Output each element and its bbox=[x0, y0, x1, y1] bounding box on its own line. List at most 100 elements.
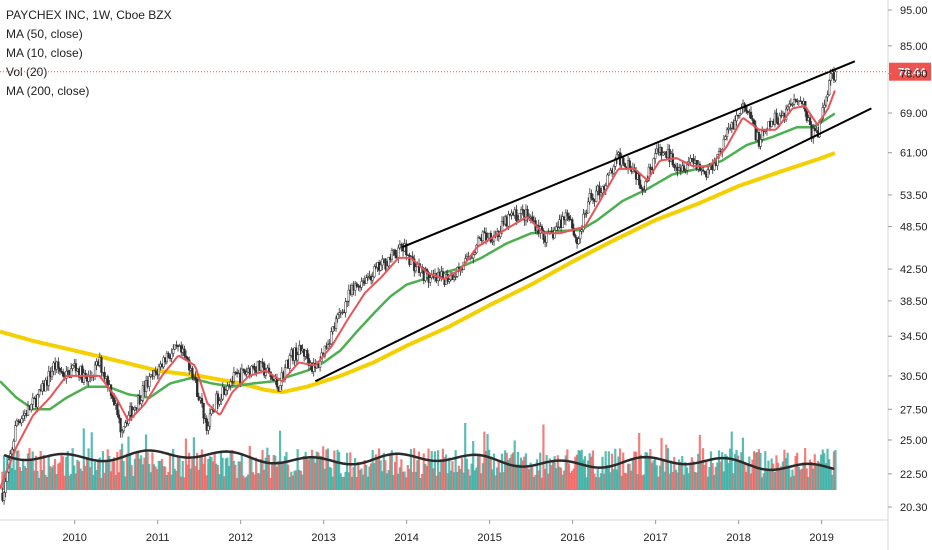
volume-bar bbox=[630, 470, 633, 490]
volume-bar bbox=[312, 455, 315, 490]
y-tick-label: 30.50 bbox=[900, 371, 928, 383]
candle-body bbox=[338, 312, 341, 315]
legend-vol: Vol (20) bbox=[6, 65, 48, 79]
volume-bar bbox=[832, 451, 835, 490]
volume-bar bbox=[778, 467, 781, 490]
candle-body bbox=[673, 164, 676, 168]
volume-bar bbox=[188, 452, 191, 490]
volume-bar bbox=[430, 451, 433, 490]
ma200-line bbox=[0, 151, 836, 395]
candle-body bbox=[173, 344, 177, 350]
candle-body bbox=[167, 352, 170, 359]
volume-bar bbox=[350, 476, 354, 490]
volume-bar bbox=[452, 472, 456, 490]
volume-bar bbox=[168, 455, 172, 490]
y-tick-label: 22.50 bbox=[900, 469, 928, 481]
volume-bar bbox=[392, 474, 395, 490]
volume-bar bbox=[751, 459, 754, 490]
volume-bar bbox=[829, 469, 832, 490]
volume-bar bbox=[125, 453, 128, 490]
volume-bar bbox=[476, 454, 480, 490]
volume-bar bbox=[642, 474, 646, 490]
candle-body bbox=[405, 243, 408, 256]
candle-body bbox=[124, 422, 127, 427]
candle-body bbox=[366, 276, 370, 279]
volume-bar bbox=[400, 459, 403, 490]
volume-bar bbox=[248, 445, 251, 490]
volume-bar bbox=[269, 477, 272, 490]
candle-body bbox=[582, 213, 585, 231]
ma50-line bbox=[0, 112, 836, 411]
candle-body bbox=[279, 385, 282, 392]
volume-bar bbox=[784, 458, 788, 490]
volume-bar bbox=[638, 432, 641, 490]
volume-bar bbox=[821, 449, 824, 490]
volume-bar bbox=[577, 450, 580, 490]
volume-bar bbox=[606, 464, 609, 490]
ma10-path bbox=[0, 90, 836, 489]
volume-bar bbox=[756, 452, 759, 490]
candle-body bbox=[826, 94, 829, 98]
volume-bar bbox=[98, 457, 101, 490]
candle-body bbox=[662, 152, 665, 156]
volume-bar bbox=[486, 434, 489, 490]
volume-bar bbox=[245, 476, 248, 490]
volume-bar bbox=[224, 458, 227, 490]
candle-body bbox=[15, 420, 19, 426]
volume-bar bbox=[194, 465, 197, 490]
volume-bar bbox=[497, 460, 500, 490]
candle-body bbox=[612, 166, 615, 174]
legend-ma50: MA (50, close) bbox=[6, 27, 83, 41]
candle-body bbox=[591, 197, 595, 201]
candle-body bbox=[561, 216, 564, 229]
volume-bar bbox=[385, 473, 389, 490]
volume-bar bbox=[775, 455, 778, 490]
volume-bar bbox=[711, 462, 714, 490]
volume-bar bbox=[448, 457, 451, 490]
volume-bar bbox=[71, 448, 74, 490]
volume-bar bbox=[101, 451, 105, 490]
volume-bar bbox=[762, 473, 765, 490]
candle-body bbox=[261, 361, 264, 364]
volume-bar bbox=[422, 453, 425, 490]
volume-bar bbox=[732, 473, 735, 490]
volume-bar bbox=[512, 452, 515, 490]
candle-body bbox=[373, 266, 376, 278]
candle-body bbox=[111, 395, 114, 399]
candle-body bbox=[200, 398, 204, 404]
volume-bar bbox=[804, 448, 807, 490]
volume-bar bbox=[679, 461, 682, 490]
volume-bar bbox=[280, 461, 283, 490]
volume-bar bbox=[754, 452, 757, 490]
candle-body bbox=[749, 111, 753, 119]
volume-bar bbox=[650, 462, 654, 490]
volume-bar bbox=[502, 472, 505, 490]
volume-bar bbox=[534, 474, 537, 490]
y-tick-label: 69.00 bbox=[900, 108, 928, 120]
volume-bar bbox=[492, 453, 496, 490]
volume-bar bbox=[82, 428, 85, 490]
candle-body bbox=[775, 112, 778, 123]
volume-bar bbox=[500, 453, 504, 490]
volume-bar bbox=[28, 448, 31, 490]
volume-bar bbox=[435, 475, 438, 490]
candle-body bbox=[355, 283, 358, 287]
volume-bar bbox=[475, 467, 478, 490]
volume-bar bbox=[760, 477, 764, 490]
candle-body bbox=[400, 243, 403, 249]
volume-bar bbox=[133, 458, 136, 490]
volume-bar bbox=[213, 452, 216, 490]
volume-bar bbox=[745, 471, 748, 490]
last-price-line: 78.44 bbox=[0, 62, 931, 81]
candle-body bbox=[556, 226, 560, 228]
candle-body bbox=[606, 174, 609, 186]
volume-bar bbox=[612, 469, 615, 490]
x-tick-label: 2019 bbox=[809, 532, 833, 544]
volume-bar bbox=[184, 438, 188, 490]
volume-bar bbox=[338, 452, 341, 490]
candle-body bbox=[218, 400, 221, 405]
candle-body bbox=[788, 103, 791, 108]
volume-bar bbox=[92, 474, 95, 490]
volume-bar bbox=[663, 471, 666, 490]
